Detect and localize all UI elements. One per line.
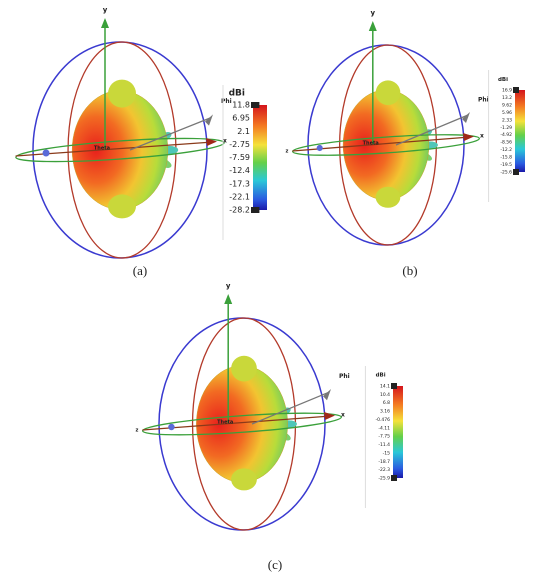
colorbar-tick-label: 13.2: [502, 95, 512, 101]
y-axis-label: y: [371, 9, 376, 17]
colorbar-tick-label: 9.62: [502, 102, 512, 108]
colorbar-tick-label: -7.59: [229, 153, 250, 162]
colorbar-tick-label: -12.4: [229, 166, 250, 175]
main-lobe: [196, 365, 288, 483]
y-arrow: [224, 294, 233, 304]
x-axis-label: x: [341, 412, 345, 419]
colorbar-tick-label: 11.8: [232, 101, 250, 110]
colorbar-marker: [391, 383, 397, 389]
phi-label: Phi: [339, 373, 350, 380]
colorbar-tick-label: 14.1: [380, 384, 390, 390]
colorbar-tick-label: -15.8: [500, 155, 512, 161]
phi-arrow: [462, 112, 470, 123]
phi-axis: [129, 116, 212, 151]
y-arrow: [101, 18, 109, 28]
y-arrow: [368, 21, 377, 31]
colorbar-tick-label: 6.8: [383, 400, 390, 406]
lobe-bump: [108, 194, 136, 219]
radiation-panel: y x z Phi Theta dBi 14.1 10.4 6.8 3.16 -0.476 -4.11…: [135, 282, 403, 572]
origin-marker: [42, 149, 50, 157]
colorbar-tick-label: -4.92: [500, 132, 512, 138]
y-axis-label: y: [226, 282, 231, 290]
panel-label: (c): [268, 557, 282, 572]
colorbar-tick-label: -17.3: [229, 179, 250, 188]
colorbar-unit: dBi: [498, 77, 508, 83]
phi-arrow: [323, 389, 331, 401]
colorbar-marker: [391, 475, 397, 481]
colorbar-tick-label: -1.29: [500, 125, 512, 131]
lobe-bump: [375, 80, 401, 106]
lobe-bump: [375, 186, 401, 208]
main-lobe: [342, 89, 430, 201]
radiation-panel: y x Phi Theta dBi 11.8 6.95 2.1 -2.75 -7.59 -12.4 -…: [15, 6, 267, 278]
colorbar-tick-label: -25.6: [500, 170, 512, 176]
colorbar-tick-label: -7.75: [378, 434, 390, 440]
colorbar-tick-label: 2.1: [237, 127, 250, 136]
colorbar-tick-label: -22.3: [378, 467, 390, 473]
main-lobe: [71, 90, 169, 210]
colorbar-tick-label: -12.2: [500, 147, 512, 153]
colorbar-tick-label: -22.1: [229, 192, 250, 201]
phi-axis: [395, 114, 469, 146]
colorbar-tick-label: -2.75: [229, 140, 250, 149]
colorbar-tick-label: -19.5: [500, 162, 512, 168]
z-axis-label: z: [285, 149, 288, 155]
colorbar-tick-label: 3.16: [380, 409, 390, 415]
origin-marker: [316, 144, 323, 152]
phi-arrow: [205, 114, 213, 126]
phi-label: Phi: [478, 97, 489, 104]
colorbar: [393, 386, 403, 478]
colorbar-marker: [251, 102, 260, 108]
phi-axis: [251, 391, 330, 425]
theta-label: Theta: [363, 141, 379, 147]
x-axis-label: x: [480, 133, 484, 140]
z-axis-label: z: [135, 428, 138, 434]
colorbar-tick-label: -25.9: [378, 476, 390, 482]
colorbar-tick-label: -0.476: [375, 417, 390, 423]
colorbar: [253, 105, 267, 210]
lobe-bump: [231, 468, 257, 491]
colorbar-unit: dBi: [376, 372, 386, 378]
x-axis-label: x: [223, 138, 227, 145]
panel-label: (b): [402, 263, 417, 278]
x-arrow: [206, 138, 217, 146]
lobe-bump: [108, 79, 136, 108]
colorbar-marker: [513, 87, 519, 93]
phi-label: Phi: [221, 98, 232, 105]
colorbar-tick-label: -15: [383, 450, 390, 456]
y-axis-label: y: [103, 6, 108, 14]
colorbar-marker: [251, 207, 260, 213]
colorbar-tick-label: -4.11: [378, 425, 390, 431]
colorbar-tick-label: -11.4: [378, 442, 390, 448]
equator: [141, 412, 343, 436]
colorbar: [515, 90, 525, 172]
colorbar-tick-label: 6.95: [232, 114, 250, 123]
colorbar-tick-label: -18.7: [378, 459, 390, 465]
colorbar-tick-label: -8.56: [500, 140, 512, 146]
panel-label: (a): [133, 263, 147, 278]
colorbar-marker: [513, 169, 519, 175]
x-arrow: [324, 412, 335, 420]
colorbar-unit: dBi: [229, 89, 245, 99]
equator: [15, 137, 225, 163]
origin-marker: [168, 423, 175, 431]
colorbar-tick-label: -28.2: [229, 206, 250, 215]
colorbar-tick-label: 10.4: [380, 392, 390, 398]
radiation-panel: yxzPhiThetadBi16.913.29.625.962.33-1.29-…: [285, 9, 525, 278]
theta-label: Theta: [217, 420, 233, 426]
colorbar-tick-label: 16.9: [502, 88, 512, 94]
colorbar-tick-label: 5.96: [502, 110, 512, 116]
lobe-bump: [231, 355, 257, 382]
colorbar-tick-label: 2.33: [502, 117, 512, 123]
theta-label: Theta: [94, 146, 110, 152]
x-arrow: [463, 133, 474, 141]
